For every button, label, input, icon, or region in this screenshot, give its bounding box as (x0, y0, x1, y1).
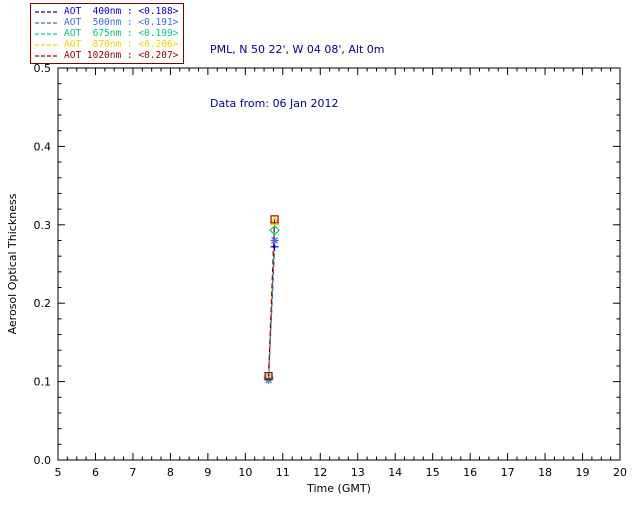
legend-label: AOT 500nm : <0.191> (64, 17, 179, 28)
diamond-marker (269, 224, 280, 236)
square-marker (270, 215, 279, 224)
date-info: Data from: 06 Jan 2012 (210, 97, 339, 110)
series-line-AOT-1020nm (267, 219, 276, 377)
x-tick-label: 15 (426, 466, 440, 479)
square-marker (264, 372, 273, 381)
legend-box: AOT 400nm : <0.188> AOT 500nm : <0.191> AO… (30, 3, 185, 64)
y-tick-label: 0.0 (34, 454, 52, 467)
legend-item: AOT 400nm : <0.188> (34, 6, 178, 17)
station-info: PML, N 50 22', W 04 08', Alt 0m (210, 43, 385, 56)
x-tick-label: 16 (463, 466, 477, 479)
x-tick-label: 11 (276, 466, 290, 479)
legend-label: AOT 675nm : <0.199> (64, 28, 179, 39)
y-tick-label: 0.2 (34, 297, 52, 310)
asterisk-marker (270, 236, 279, 245)
legend-item: AOT 500nm : <0.191> (34, 17, 178, 28)
x-tick-label: 17 (501, 466, 515, 479)
y-tick-label: 0.5 (34, 62, 52, 75)
legend-line-sample (35, 32, 59, 35)
legend-item: AOT 675nm : <0.199> (34, 28, 178, 39)
x-tick-label: 5 (55, 466, 62, 479)
x-tick-label: 13 (351, 466, 365, 479)
x-tick-label: 7 (129, 466, 136, 479)
plot-header: PML, N 50 22', W 04 08', Alt 0m Data fro… (210, 5, 384, 149)
y-tick-label: 0.3 (34, 219, 52, 232)
legend-label: AOT 1020nm : <0.207> (64, 50, 179, 61)
x-tick-label: 6 (92, 466, 99, 479)
x-tick-label: 9 (204, 466, 211, 479)
legend-line-sample (35, 21, 59, 24)
legend-item: AOT 1020nm : <0.207> (34, 50, 178, 61)
y-tick-label: 0.4 (34, 140, 52, 153)
triangle-marker (269, 215, 280, 225)
legend-line-sample (35, 43, 59, 46)
legend-line-sample (35, 10, 59, 13)
y-tick-label: 0.1 (34, 376, 52, 389)
legend-item: AOT 870nm : <0.206> (34, 39, 178, 50)
x-tick-label: 8 (167, 466, 174, 479)
legend-label: AOT 400nm : <0.188> (64, 6, 179, 17)
legend-label: AOT 870nm : <0.206> (64, 39, 179, 50)
x-tick-label: 19 (576, 466, 590, 479)
legend-line-sample (35, 54, 59, 57)
x-tick-label: 14 (388, 466, 402, 479)
x-axis-label: Time (GMT) (306, 482, 371, 495)
y-axis-label: Aerosol Optical Thickness (6, 193, 19, 334)
x-tick-label: 12 (313, 466, 327, 479)
x-tick-label: 10 (238, 466, 252, 479)
x-tick-label: 18 (538, 466, 552, 479)
x-tick-label: 20 (613, 466, 627, 479)
